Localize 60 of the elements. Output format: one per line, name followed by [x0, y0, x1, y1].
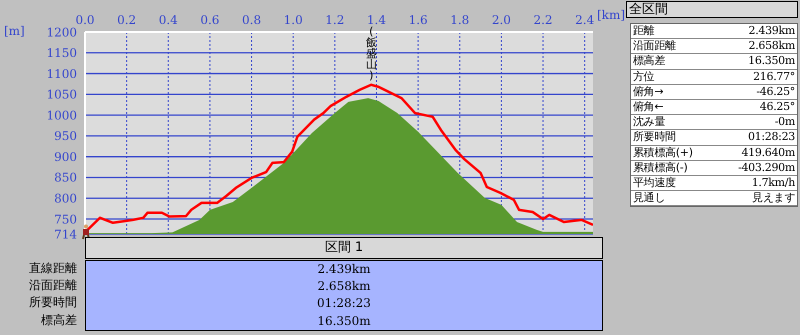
x-tick-label: 0.6 — [200, 13, 220, 27]
text: -46.25° — [756, 84, 795, 99]
text: 俯角← — [633, 100, 664, 114]
x-tick-label: 1.6 — [408, 13, 428, 27]
text: 直線距離 — [28, 260, 77, 277]
text: 2.658km — [316, 278, 372, 296]
y-tick-label: 750 — [54, 212, 77, 226]
y-tick-label: 800 — [54, 192, 77, 206]
text: 平均速度 — [633, 176, 676, 190]
y-tick-label: 950 — [54, 129, 77, 144]
y-tick-label: 850 — [54, 170, 77, 185]
x-tick-label: 2.2 — [533, 13, 553, 27]
text: 419.640m — [741, 146, 795, 160]
x-tick-label: 1.8 — [450, 13, 470, 27]
text: 方位 — [633, 70, 654, 84]
text: 距離 — [633, 24, 654, 38]
x-tick-label: 2.0 — [492, 13, 511, 27]
text: 累積標高(+) — [633, 146, 693, 160]
text: 216.77° — [753, 70, 795, 84]
x-tick-label: 0.4 — [158, 13, 178, 27]
y-axis-title: [m] — [4, 24, 25, 38]
text: 16.350m — [748, 54, 795, 69]
text: 見えます — [752, 191, 795, 206]
text: 2.658km — [748, 39, 795, 54]
y-tick-label: 1000 — [46, 108, 77, 122]
text: 沿面距離 — [28, 277, 77, 294]
text: 全区間 — [626, 1, 798, 18]
text: 2.439km — [316, 261, 372, 278]
text: 俯角→ — [633, 84, 664, 99]
text: 累積標高(-) — [633, 160, 688, 175]
y-tick-label: 1050 — [46, 88, 77, 102]
text: 標高差 — [40, 312, 77, 329]
text: 所要時間 — [28, 294, 77, 312]
x-tick-label: 0.0 — [75, 13, 95, 27]
y-tick-label: 1200 — [46, 25, 77, 40]
text: 見通し — [633, 191, 666, 206]
y-tick-label: 714 — [54, 227, 78, 242]
x-tick-label: 0.2 — [117, 13, 136, 27]
text: 所要時間 — [633, 130, 676, 144]
y-tick-label: 900 — [54, 150, 77, 164]
y-tick-label: 1150 — [46, 46, 77, 60]
text: 46.25° — [760, 100, 795, 114]
text: 1.7km/h — [752, 176, 795, 190]
x-tick-label: 1.2 — [325, 13, 344, 27]
x-tick-label: 2.4 — [575, 13, 595, 27]
text: -403.290m — [738, 160, 795, 175]
text: 沈み量 — [633, 115, 666, 130]
text: -0m — [774, 115, 795, 130]
x-tick-label: 0.8 — [242, 13, 262, 27]
text: 01:28:23 — [316, 295, 372, 312]
text: 区間 1 — [85, 237, 603, 259]
text: 沿面距離 — [633, 39, 676, 54]
text: 標高差 — [633, 54, 666, 69]
text: 16.350m — [316, 312, 372, 330]
text: 01:28:23 — [748, 130, 795, 144]
y-tick-label: 1100 — [46, 66, 77, 81]
x-tick-label: 1.4 — [366, 13, 386, 27]
x-tick-label: 1.0 — [284, 13, 303, 27]
text: 2.439km — [748, 24, 795, 38]
x-axis-title: [km] — [597, 8, 626, 22]
